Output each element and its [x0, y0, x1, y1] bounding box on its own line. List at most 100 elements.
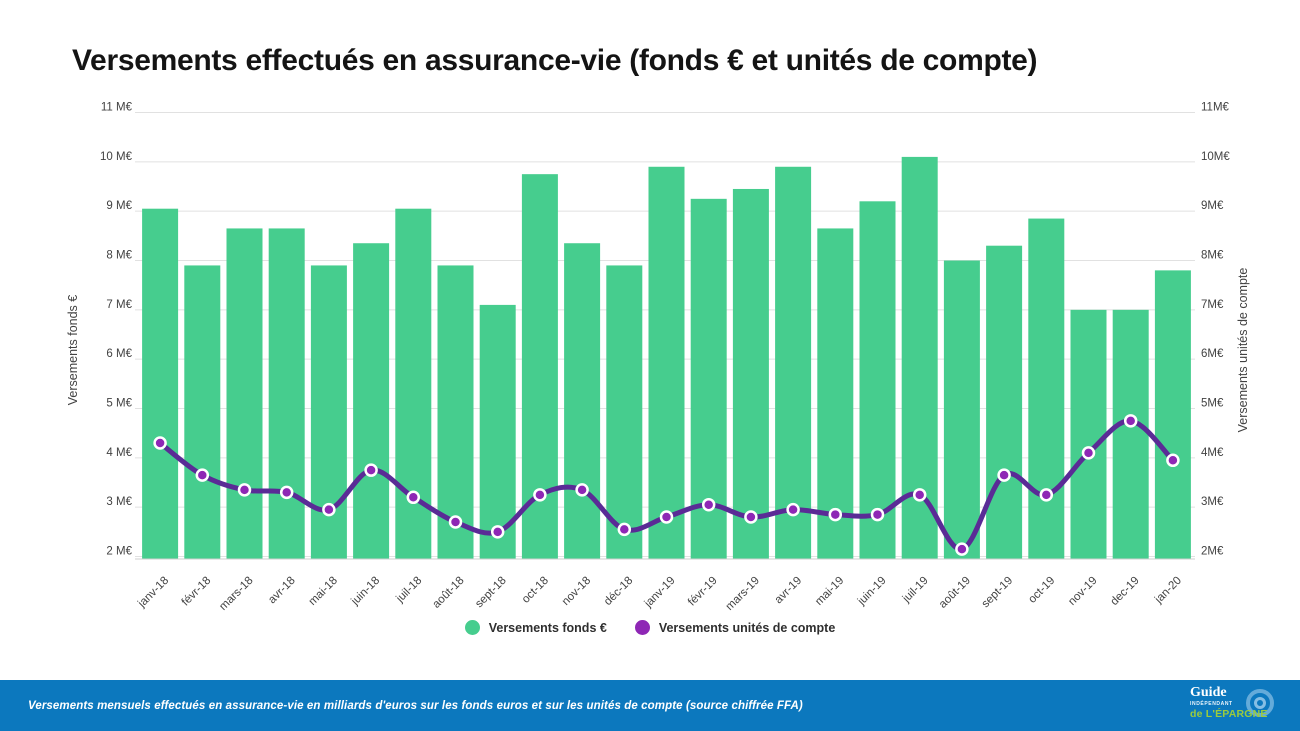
x-axis-label: mars-19 — [724, 575, 762, 613]
right-axis-tick: 11M€ — [1201, 102, 1230, 114]
legend-item-fonds[interactable]: Versements fonds € — [464, 620, 607, 635]
right-axis-title: Versements unités de compte — [1236, 268, 1250, 433]
bar-oct-19[interactable] — [1028, 218, 1065, 559]
bar-avr-19[interactable] — [775, 166, 812, 559]
bar-févr-18[interactable] — [184, 265, 221, 559]
page-title: Versements effectués en assurance-vie (f… — [72, 44, 1038, 77]
point-mars-19[interactable] — [744, 510, 758, 524]
left-axis-tick: 7 M€ — [106, 299, 132, 311]
x-axis-label: oct-18 — [520, 575, 551, 606]
logo-line3: de L'ÉPARGNE — [1190, 707, 1268, 720]
right-axis-tick: 7M€ — [1201, 299, 1224, 311]
point-oct-18[interactable] — [533, 488, 547, 502]
point-janv-18[interactable] — [153, 436, 167, 450]
bar-line-chart: 2 M€ 2M€ 3 M€ 3M€ 4 M€ 4M€ 5 M€ 5M€ 6 M€ 6M€ 7 M€ 7… — [66, 102, 1250, 613]
right-axis-tick: 3M€ — [1201, 496, 1224, 508]
x-axis-label: août-18 — [431, 575, 467, 611]
point-août-19[interactable] — [955, 542, 969, 556]
x-axis-label: déc-18 — [602, 575, 635, 608]
point-jan-20[interactable] — [1166, 453, 1180, 468]
x-axis-label: juin-18 — [349, 575, 383, 609]
logo-swirl-icon — [1246, 688, 1274, 717]
bar-août-18[interactable] — [437, 265, 474, 559]
left-axis-title: Versements fonds € — [66, 295, 80, 406]
point-févr-18[interactable] — [195, 468, 210, 482]
bar-janv-19[interactable] — [648, 166, 685, 559]
left-axis-tick: 9 M€ — [106, 200, 132, 212]
footer-bar: Versements mensuels effectués en assuran… — [0, 680, 1300, 731]
point-nov-19[interactable] — [1081, 446, 1096, 460]
point-juin-19[interactable] — [870, 507, 885, 522]
bar-janv-18[interactable] — [142, 208, 179, 559]
bar-juin-18[interactable] — [353, 243, 390, 559]
left-axis-tick: 4 M€ — [106, 447, 132, 459]
point-déc-18[interactable] — [617, 522, 632, 537]
x-axis-label: avr-18 — [266, 575, 298, 607]
x-axis-label: mai-18 — [307, 575, 340, 608]
x-axis-label: janv-19 — [642, 575, 678, 611]
point-sept-18[interactable] — [490, 525, 505, 539]
x-axis-label: dec-19 — [1108, 575, 1141, 608]
point-janv-19[interactable] — [659, 510, 674, 524]
right-axis-tick: 9M€ — [1201, 200, 1224, 212]
bar-août-19[interactable] — [943, 260, 980, 559]
point-juil-19[interactable] — [912, 488, 927, 502]
x-axis-label: juin-19 — [855, 575, 889, 609]
bar-avr-18[interactable] — [268, 228, 305, 559]
x-axis-label: mai-19 — [813, 575, 846, 608]
footer-caption: Versements mensuels effectués en assuran… — [28, 699, 803, 712]
x-axis-label: juil-19 — [900, 575, 931, 606]
x-axis-label: juil-18 — [394, 575, 425, 606]
right-axis-tick: 6M€ — [1201, 348, 1224, 360]
right-axis-tick: 10M€ — [1201, 151, 1230, 163]
x-axis-label: avr-19 — [773, 575, 805, 607]
bar-mai-19[interactable] — [817, 228, 854, 559]
point-mars-18[interactable] — [237, 483, 252, 497]
bar-jan-20[interactable] — [1154, 270, 1191, 559]
point-oct-19[interactable] — [1039, 488, 1054, 502]
point-juin-18[interactable] — [364, 463, 378, 477]
bar-dec-19[interactable] — [1112, 309, 1149, 559]
x-axis-label: févr-19 — [686, 575, 720, 609]
bar-juin-19[interactable] — [859, 201, 896, 559]
point-sept-19[interactable] — [997, 468, 1011, 482]
right-axis-tick: 5M€ — [1201, 398, 1224, 410]
legend-swatch-unites-icon — [634, 620, 650, 635]
bar-nov-18[interactable] — [564, 243, 601, 559]
bar-nov-19[interactable] — [1070, 309, 1107, 559]
point-févr-19[interactable] — [701, 497, 716, 512]
left-axis-tick: 11 M€ — [101, 102, 133, 114]
logo-text: Guide INDÉPENDANT de L'ÉPARGNE — [1190, 684, 1268, 720]
bar-sept-19[interactable] — [986, 245, 1023, 559]
left-axis-tick: 6 M€ — [106, 348, 132, 360]
chart-legend: Versements fonds € Versements unités de … — [0, 620, 1300, 635]
right-axis-tick: 4M€ — [1201, 447, 1224, 459]
legend-swatch-fonds-icon — [464, 620, 480, 635]
bar-sept-18[interactable] — [479, 304, 516, 559]
left-axis-tick: 3 M€ — [106, 496, 132, 508]
x-axis-label: sept-19 — [980, 575, 1016, 611]
right-axis-tick: 2M€ — [1201, 546, 1224, 558]
legend-label-unites: Versements unités de compte — [658, 620, 836, 635]
point-août-18[interactable] — [448, 515, 463, 529]
legend-item-unites[interactable]: Versements unités de compte — [634, 620, 836, 635]
point-avr-19[interactable] — [786, 502, 800, 517]
point-mai-18[interactable] — [322, 502, 336, 517]
bar-mars-18[interactable] — [226, 228, 263, 559]
logo-line1: Guide — [1190, 684, 1227, 700]
point-mai-19[interactable] — [828, 507, 843, 522]
left-axis-tick: 2 M€ — [106, 546, 132, 558]
bar-déc-18[interactable] — [606, 265, 643, 559]
x-axis-label: nov-18 — [560, 575, 593, 608]
point-avr-18[interactable] — [279, 485, 294, 500]
bar-mars-19[interactable] — [732, 188, 769, 559]
x-axis-label: oct-19 — [1026, 575, 1057, 606]
x-axis-label: août-19 — [937, 575, 973, 611]
left-axis-tick: 8 M€ — [106, 250, 132, 262]
right-axis-tick: 8M€ — [1201, 250, 1224, 262]
point-juil-18[interactable] — [406, 490, 421, 505]
point-dec-19[interactable] — [1123, 414, 1138, 428]
point-nov-18[interactable] — [575, 483, 589, 497]
x-axis-label: févr-18 — [180, 575, 214, 609]
logo-line2: INDÉPENDANT — [1190, 700, 1233, 707]
